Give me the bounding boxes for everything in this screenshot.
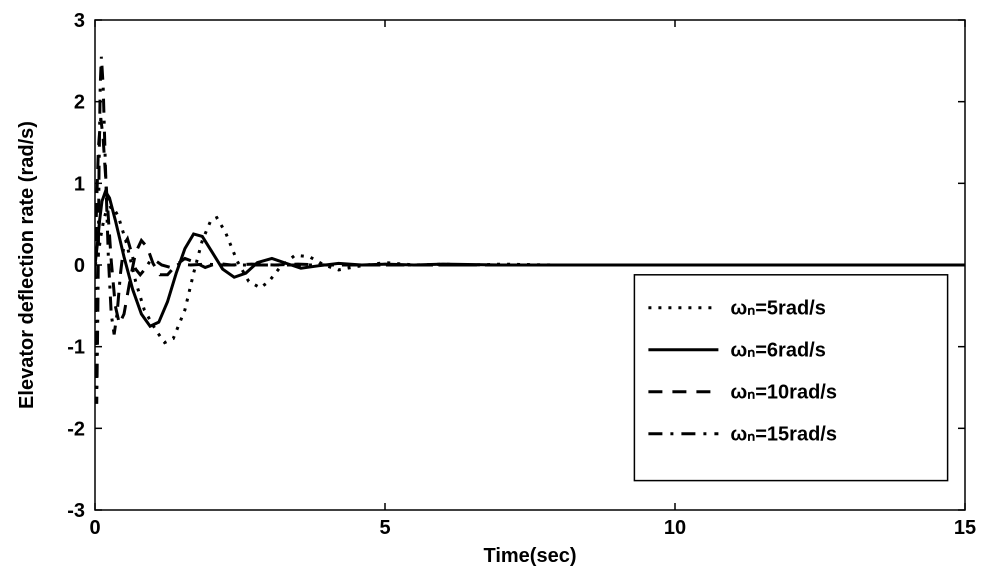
line-chart: 0 5 10 15 -3 -2 -1 0 1 2 3 ωₙ=5rad/s ωₙ=6rad/s ωₙ=10… [0,0,1000,583]
y-tick-label: 3 [74,10,85,32]
legend-label-1: ωₙ=6rad/s [730,340,825,362]
y-tick-label: 0 [74,255,85,277]
x-tick-label: 5 [379,517,390,539]
x-axis-label: Time(sec) [483,545,576,567]
y-axis-label: Elevator deflection rate (rad/s) [16,121,38,409]
y-tick-label: 1 [74,173,85,195]
y-tick-label: 2 [74,92,85,114]
y-tick-label: -1 [67,337,85,359]
legend-label-0: ωₙ=5rad/s [730,298,825,320]
x-tick-label: 0 [89,517,100,539]
y-tick-label: -2 [67,418,85,440]
x-tick-label: 15 [954,517,976,539]
x-tick-label: 10 [664,517,686,539]
legend-label-2: ωₙ=10rad/s [730,382,837,404]
y-tick-label: -3 [67,500,85,522]
legend-label-3: ωₙ=15rad/s [730,424,837,446]
